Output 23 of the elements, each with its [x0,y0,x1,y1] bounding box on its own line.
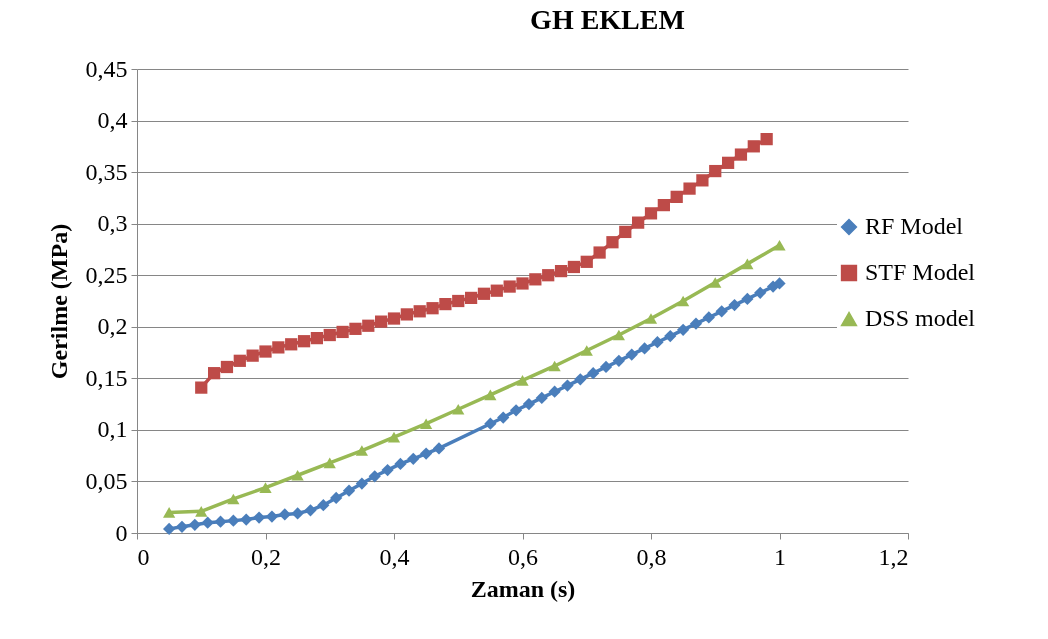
legend-label: DSS model [865,305,976,331]
legend-label: STF Model [865,259,976,285]
x-tick-label: 0,6 [508,543,538,570]
y-tick-label: 0,3 [97,210,128,237]
x-tick-label: 1 [774,543,786,570]
y-tick-label: 0 [115,519,128,546]
y-tick-label: 0,45 [85,55,128,82]
y-axis-title: Gerilme (MPa) [45,223,72,380]
y-tick-label: 0,15 [85,364,128,391]
y-tick-label: 0,35 [85,158,128,185]
x-tick-label: 1,2 [878,543,909,570]
y-tick-label: 0,1 [97,416,128,443]
chart-title: GH EKLEM [530,4,685,35]
x-tick-label: 0,8 [636,543,667,570]
x-axis-title: Zaman (s) [470,575,576,602]
y-tick-label: 0,4 [97,107,128,134]
legend-label: RF Model [865,213,964,239]
x-tick-label: 0 [137,543,150,570]
x-tick-label: 0,4 [379,543,410,570]
y-tick-label: 0,2 [97,313,128,340]
x-tick-label: 0,2 [251,543,281,570]
y-tick-label: 0,25 [85,261,128,288]
y-tick-label: 0,05 [85,467,128,494]
